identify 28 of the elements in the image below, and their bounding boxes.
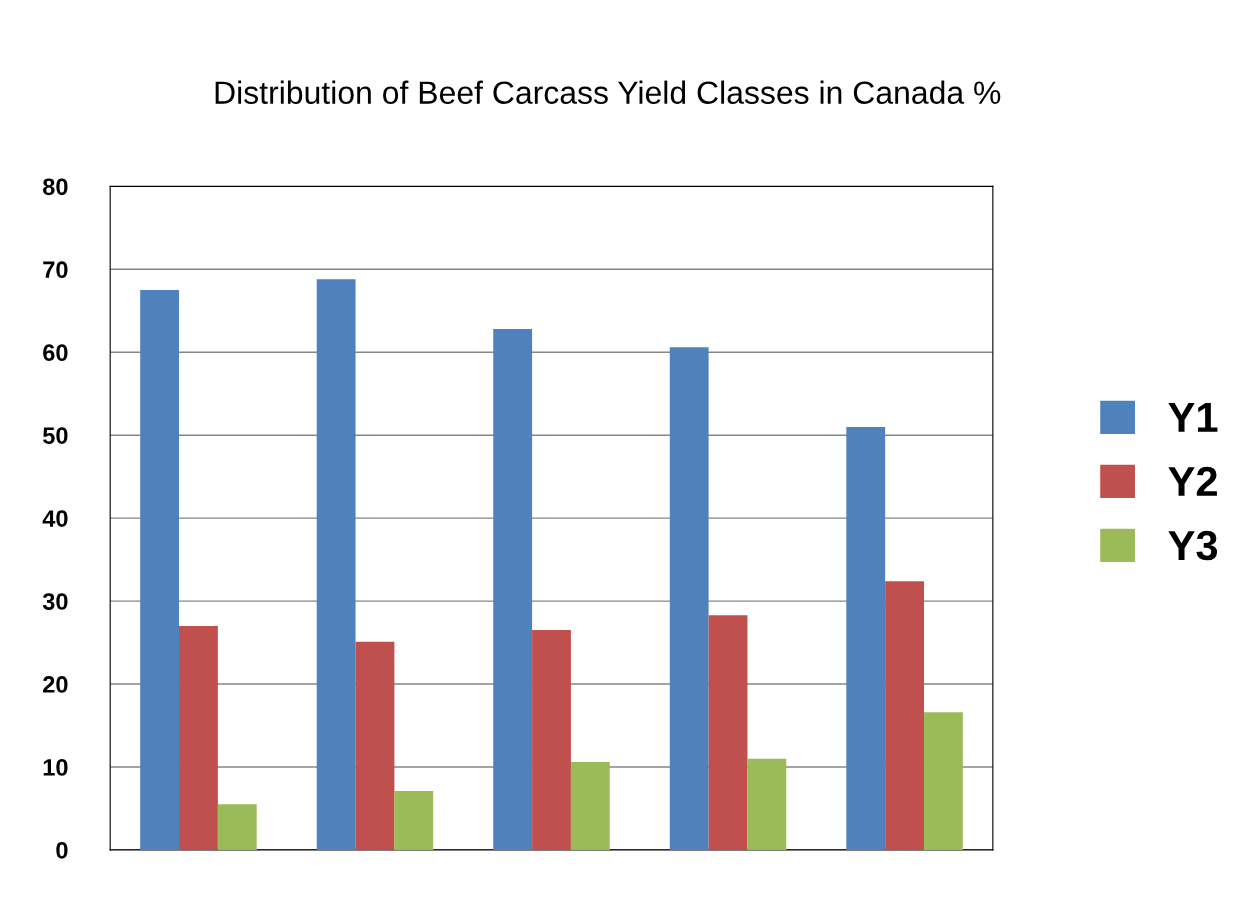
- y-tick-label: 20: [43, 676, 68, 693]
- y-tick-label: 80: [43, 178, 68, 196]
- bar: [140, 290, 180, 850]
- bar: [708, 615, 748, 850]
- bar: [747, 758, 787, 850]
- y-tick-label: 70: [43, 261, 68, 279]
- legend-label: Y3: [1168, 530, 1218, 561]
- bar: [217, 804, 257, 850]
- bar: [570, 761, 610, 850]
- chart-title: Distribution of Beef Carcass Yield Classes in Canada %: [215, 80, 1001, 105]
- legend-label: Y1: [1168, 403, 1218, 432]
- bar: [493, 329, 533, 850]
- bar: [846, 426, 886, 850]
- y-tick-label: 0: [56, 841, 68, 859]
- bar: [885, 581, 924, 850]
- y-tick-label: 40: [42, 510, 68, 527]
- bar: [355, 641, 395, 850]
- bar: [394, 791, 434, 850]
- legend-label: Y2: [1168, 466, 1217, 496]
- y-tick-label: 30: [42, 593, 68, 610]
- bar: [923, 712, 963, 850]
- bar: [532, 630, 571, 850]
- y-tick-label: 50: [42, 427, 68, 444]
- bar: [316, 279, 356, 850]
- bar: [669, 347, 709, 850]
- y-tick-label: 60: [43, 344, 68, 362]
- bar: [179, 625, 218, 850]
- y-tick-label: 10: [43, 759, 68, 776]
